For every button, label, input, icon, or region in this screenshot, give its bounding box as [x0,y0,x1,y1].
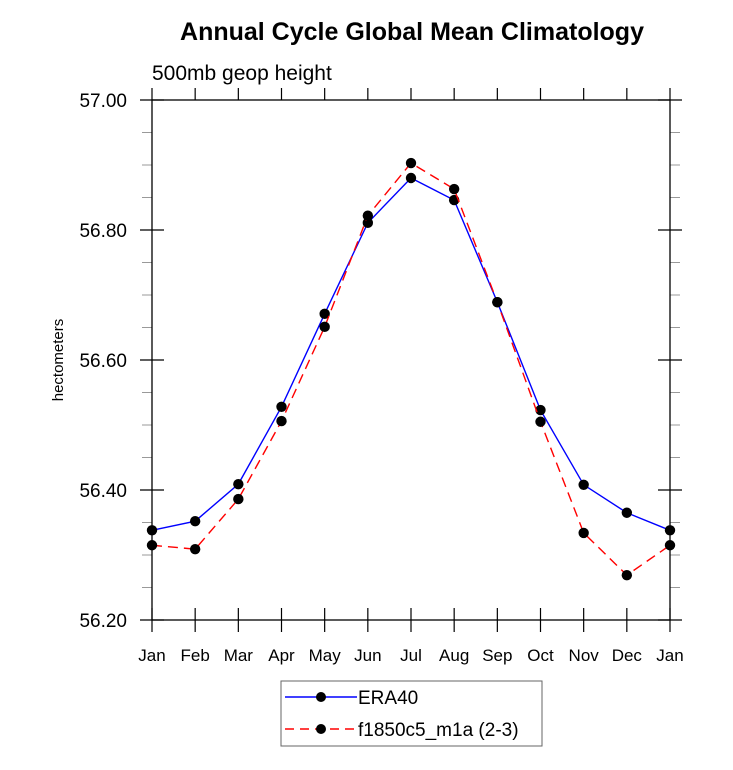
data-point [578,479,589,490]
x-tick-label: May [309,646,342,665]
legend-marker-1 [316,724,326,734]
data-point [535,416,546,427]
data-point [189,516,201,527]
plot-frame [151,99,671,621]
x-tick-label: Nov [569,646,600,665]
series-line-0 [151,177,671,531]
legend-label-0: ERA40 [358,688,418,709]
y-axis-label: hectometers [50,319,67,402]
legend-box [280,680,543,747]
data-point [578,527,589,539]
x-tick-label: Jan [656,646,683,665]
data-point [233,493,244,505]
data-point [405,172,417,184]
y-tick-label: 56.80 [79,221,127,242]
legend-label-1: f1850c5_m1a (2-3) [358,720,519,741]
y-tick-label: 57.00 [79,91,127,112]
data-point [535,404,546,416]
x-tick-label: Mar [224,646,254,665]
x-tick-label: Apr [268,646,295,665]
data-point [319,308,330,320]
chart-title: Annual Cycle Global Mean Climatology [180,18,644,46]
series-line-1 [151,162,671,577]
x-tick-label: Dec [612,646,643,665]
data-point [492,296,503,308]
data-point [189,543,201,555]
series-layer [146,157,676,581]
legend: ERA40 f1850c5_m1a (2-3) [280,680,543,747]
x-tick-label: Aug [439,646,469,665]
x-tick-label: Jun [354,646,381,665]
y-tick-label: 56.20 [79,611,127,632]
legend-marker-0 [316,692,326,702]
ticks-layer: Jan Feb Mar Apr May Jun Jul Aug Sep Oct Nov Dec Jan 5… [79,88,684,665]
x-tick-label: Jan [138,646,165,665]
x-tick-label: Oct [527,646,554,665]
data-point [362,217,374,229]
x-tick-label: Sep [482,646,512,665]
data-point [276,415,287,427]
data-point [405,157,417,169]
data-point [621,507,633,518]
chart-subtitle: 500mb geop height [152,62,332,85]
y-tick-label: 56.40 [79,481,127,502]
data-point [233,478,244,490]
y-tick-label: 56.60 [79,351,127,372]
x-tick-label: Feb [181,646,210,665]
data-point [362,210,374,221]
data-point [448,183,460,195]
data-point [621,569,633,581]
x-tick-label: Jul [400,646,422,665]
data-point [276,401,287,412]
data-point [319,321,330,333]
